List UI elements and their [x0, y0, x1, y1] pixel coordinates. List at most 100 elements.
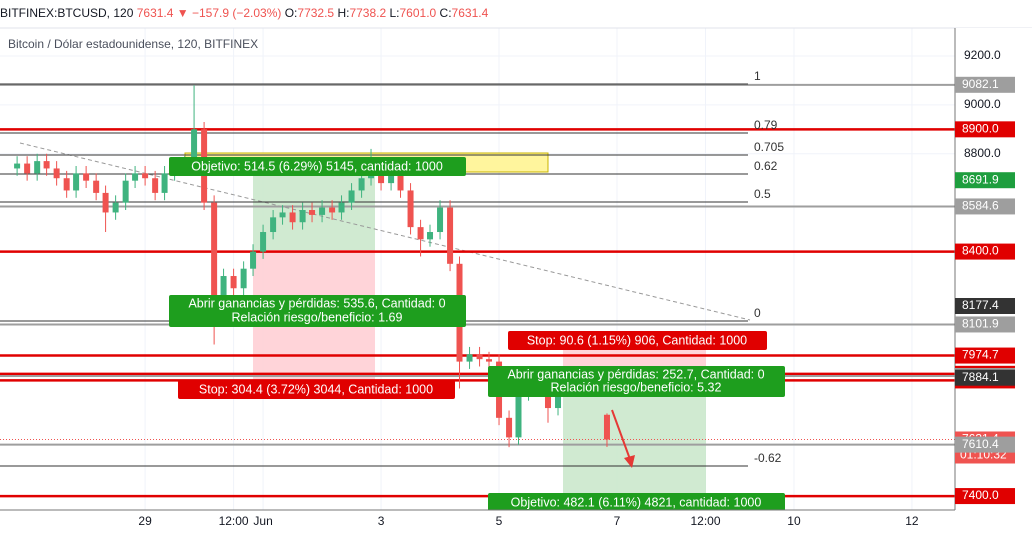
- candle-body: [211, 202, 218, 313]
- candle-body: [466, 354, 473, 362]
- last: 7631.4: [137, 6, 174, 20]
- x-tick-label: 5: [496, 514, 503, 528]
- candle-body: [83, 173, 90, 181]
- price-label-box: [955, 76, 1015, 93]
- candle-body: [161, 173, 168, 193]
- candle-body: [289, 212, 296, 223]
- candle-body: [299, 210, 306, 223]
- c: 7631.4: [452, 6, 489, 20]
- x-tick-label: 3: [378, 514, 385, 528]
- candle-body: [486, 359, 493, 362]
- candle-body: [132, 173, 139, 181]
- price-axis-bg: [955, 28, 1032, 558]
- pnl-label: Abrir ganancias y pérdidas: 535.6, Canti…: [188, 296, 445, 310]
- candle-body: [309, 210, 316, 215]
- x-tick-label: 7: [614, 514, 621, 528]
- target-label: Objetivo: 482.1 (6.11%) 4821, cantidad: …: [511, 495, 762, 509]
- price-label-box: [955, 298, 1015, 314]
- price-label: 8691.9: [962, 172, 999, 186]
- candle-body: [220, 276, 227, 313]
- price-label-box: [955, 243, 1015, 260]
- price-label-box: [955, 347, 1015, 364]
- candle-body: [603, 414, 610, 440]
- candle-body: [427, 232, 434, 240]
- candle-body: [73, 173, 80, 191]
- price-label: 8900.0: [962, 122, 999, 136]
- y-tick-label: 8800.0: [964, 146, 1001, 160]
- candle-body: [14, 163, 21, 169]
- candle-body: [112, 202, 119, 213]
- candle-body: [142, 173, 149, 179]
- candle-body: [250, 251, 257, 269]
- arrow: [611, 409, 632, 463]
- y-tick-label: 9000.0: [964, 97, 1001, 111]
- candle-body: [279, 212, 286, 218]
- price-label-box: [955, 488, 1015, 505]
- candle-body: [260, 232, 267, 252]
- label-box: [508, 331, 767, 350]
- x-tick-label: Jun: [253, 514, 272, 528]
- candle-body: [437, 207, 444, 233]
- candle-body: [24, 163, 31, 174]
- candle-body: [93, 180, 100, 193]
- candle-body: [191, 129, 198, 164]
- candle-body: [397, 175, 404, 191]
- pnl-label: Abrir ganancias y pérdidas: 252.7, Canti…: [507, 367, 764, 381]
- candle-body: [152, 178, 159, 193]
- symbol: BITFINEX:BTCUSD, 120: [0, 6, 134, 20]
- candle-body: [555, 388, 562, 409]
- price-label: 7400.0: [962, 488, 999, 502]
- x-tick-label: 12:00: [690, 514, 720, 528]
- stop-label: Stop: 304.4 (3.72%) 3044, Cantidad: 1000: [199, 382, 433, 396]
- y-tick-label: 9200.0: [964, 48, 1001, 62]
- candle-body: [358, 178, 365, 191]
- price-label: 7884.1: [962, 370, 999, 384]
- price-label-box: [955, 172, 1015, 189]
- x-tick-label: 12: [905, 514, 919, 528]
- candle-body: [240, 268, 247, 289]
- fib-label: 0.79: [754, 118, 778, 132]
- profit-zone: [253, 170, 375, 250]
- candle-body: [43, 161, 50, 169]
- ratio-label: Relación riesgo/beneficio: 1.69: [232, 310, 403, 324]
- levels: 1 0.79 0.705 0.62 0.5 0 -0.62: [0, 69, 955, 498]
- candle-body: [417, 227, 424, 240]
- stop-label: Stop: 90.6 (1.15%) 906, Cantidad: 1000: [527, 333, 747, 347]
- fib-label: 0: [754, 306, 761, 320]
- l: 7601.0: [400, 6, 437, 20]
- price-label: 7974.7: [962, 348, 999, 362]
- candle-body: [348, 190, 355, 203]
- c-label: C:: [440, 6, 452, 20]
- fib-label: 0.5: [754, 187, 771, 201]
- candle-body: [102, 192, 109, 213]
- candle-body: [329, 207, 336, 213]
- candle-body: [319, 207, 326, 215]
- candle-body: [122, 180, 129, 203]
- candle-body: [338, 202, 345, 213]
- price-label: 9082.1: [962, 77, 999, 91]
- l-label: L:: [389, 6, 399, 20]
- price-label: 8584.6: [962, 199, 999, 213]
- header-bg: [0, 0, 955, 28]
- price-label: 7610.4: [962, 437, 999, 451]
- trend-line: [19, 142, 751, 321]
- candle-body: [34, 161, 41, 174]
- h: 7738.2: [349, 6, 386, 20]
- ratio-label: Relación riesgo/beneficio: 5.32: [551, 380, 722, 394]
- price-label: 8101.9: [962, 317, 999, 331]
- o-label: O:: [285, 6, 298, 20]
- price-label-box: [955, 121, 1015, 138]
- label-box: [178, 380, 455, 399]
- change: ▼ −157.9 (−2.03%): [177, 6, 282, 20]
- candle-body: [447, 207, 454, 264]
- price-label-box: [955, 316, 1015, 333]
- label-box: [488, 366, 785, 397]
- candle-body: [270, 217, 277, 233]
- price-label-box: [955, 369, 1015, 386]
- candle-body: [63, 178, 70, 191]
- candle-body: [544, 386, 551, 409]
- chart-title: Bitcoin / Dólar estadounidense, 120, BIT…: [8, 37, 258, 51]
- candle-body: [53, 168, 60, 179]
